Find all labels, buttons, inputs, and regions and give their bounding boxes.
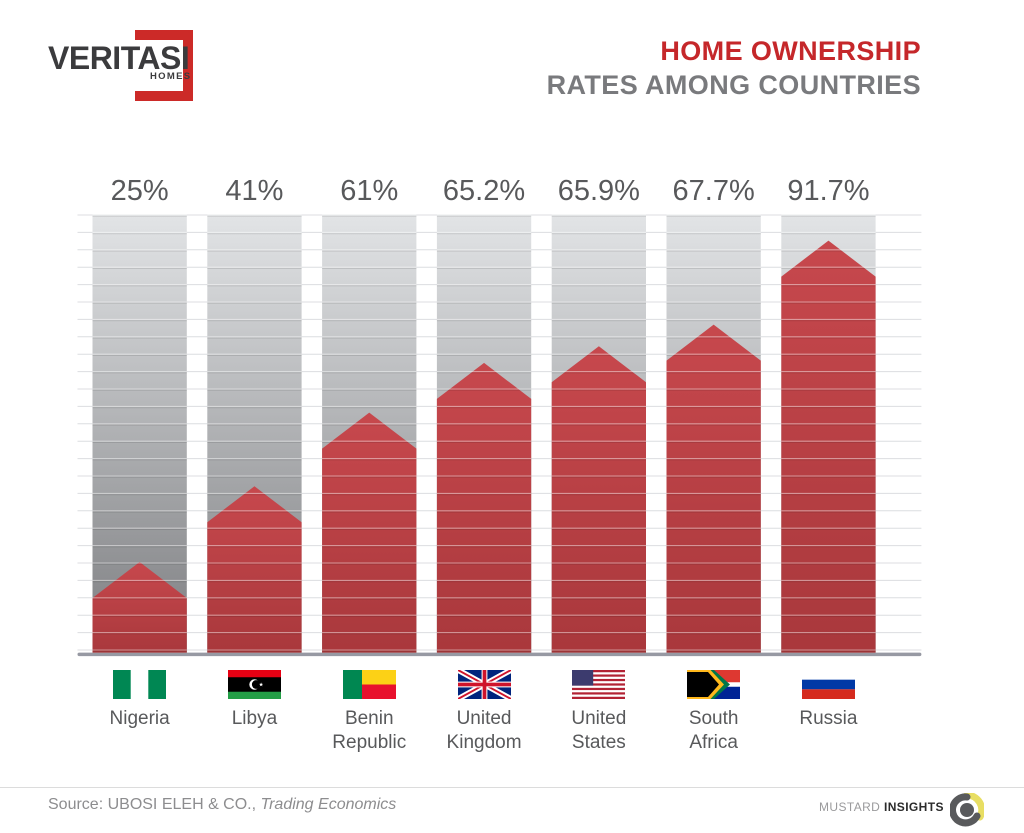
- svg-text:67.7%: 67.7%: [673, 175, 755, 207]
- svg-text:65.9%: 65.9%: [558, 175, 640, 207]
- svg-text:61%: 61%: [340, 175, 398, 207]
- svg-text:91.7%: 91.7%: [787, 175, 869, 207]
- svg-text:65.2%: 65.2%: [443, 175, 525, 207]
- svg-text:25%: 25%: [111, 175, 169, 207]
- svg-text:41%: 41%: [225, 175, 283, 207]
